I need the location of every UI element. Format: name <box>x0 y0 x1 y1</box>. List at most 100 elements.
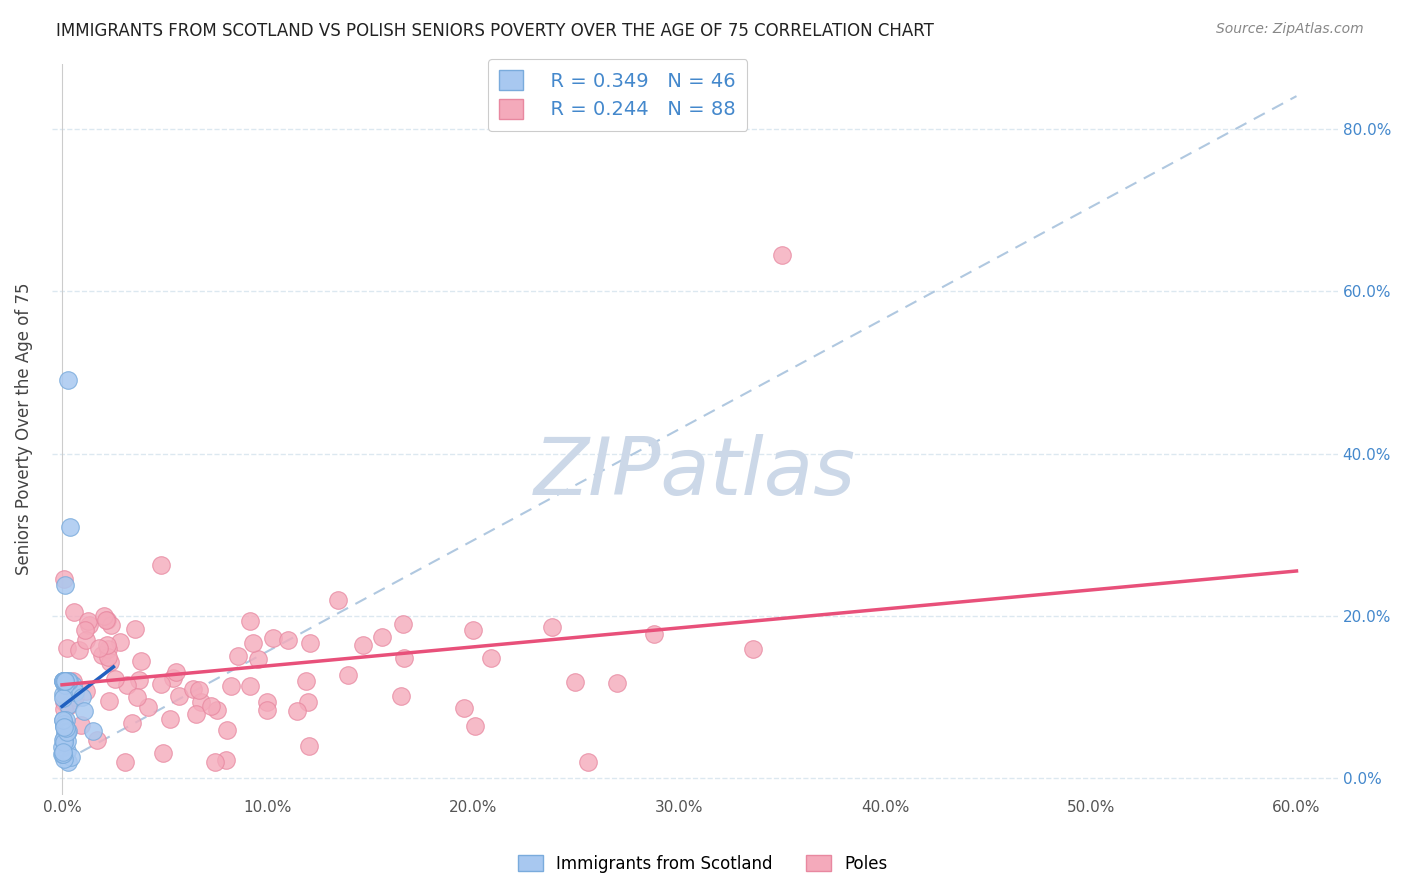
Point <box>150 558 173 572</box>
Point <box>219 679 242 693</box>
Point <box>114 755 136 769</box>
Point <box>96 613 118 627</box>
Point <box>125 690 148 704</box>
Point <box>53 573 76 587</box>
Point <box>246 651 269 665</box>
Point <box>262 631 284 645</box>
Point <box>70 690 93 704</box>
Point <box>97 650 120 665</box>
Point <box>53 724 76 739</box>
Point <box>56 755 79 769</box>
Point <box>55 720 77 734</box>
Point <box>181 681 204 696</box>
Point <box>53 673 76 688</box>
Legend:   R = 0.349   N = 46,   R = 0.244   N = 88: R = 0.349 N = 46, R = 0.244 N = 88 <box>488 59 748 131</box>
Point <box>371 630 394 644</box>
Point <box>352 638 374 652</box>
Point <box>52 713 75 727</box>
Point <box>326 593 349 607</box>
Point <box>63 690 86 704</box>
Point <box>162 671 184 685</box>
Point <box>52 720 75 734</box>
Point <box>129 654 152 668</box>
Point <box>82 724 104 739</box>
Point <box>184 707 207 722</box>
Point <box>159 712 181 726</box>
Point <box>53 695 76 709</box>
Point <box>205 703 228 717</box>
Point <box>152 747 174 761</box>
Point <box>285 704 308 718</box>
Y-axis label: Seniors Poverty Over the Age of 75: Seniors Poverty Over the Age of 75 <box>15 283 32 575</box>
Point <box>51 747 73 762</box>
Point <box>52 673 75 688</box>
Point <box>56 698 79 712</box>
Point <box>62 678 84 692</box>
Point <box>242 636 264 650</box>
Point <box>60 749 83 764</box>
Point <box>59 519 82 533</box>
Point <box>52 673 75 688</box>
Point <box>53 673 76 688</box>
Point <box>56 640 79 655</box>
Point <box>58 723 80 738</box>
Point <box>73 704 96 718</box>
Point <box>200 698 222 713</box>
Point <box>97 694 120 708</box>
Point <box>96 613 118 627</box>
Point <box>53 578 76 592</box>
Point <box>770 247 793 261</box>
Point <box>239 614 262 628</box>
Point <box>87 640 110 655</box>
Text: ZIPatlas: ZIPatlas <box>534 434 856 512</box>
Point <box>56 734 79 748</box>
Point <box>52 717 75 731</box>
Point <box>187 682 209 697</box>
Point <box>51 739 73 754</box>
Point <box>150 677 173 691</box>
Point <box>63 683 86 698</box>
Point <box>52 691 75 706</box>
Point <box>53 752 76 766</box>
Point <box>238 679 260 693</box>
Point <box>52 735 75 749</box>
Point <box>643 626 665 640</box>
Point <box>52 734 75 748</box>
Point <box>58 673 80 688</box>
Point <box>52 688 75 702</box>
Point <box>62 605 84 619</box>
Point <box>226 648 249 663</box>
Point <box>104 672 127 686</box>
Point <box>214 753 236 767</box>
Point <box>55 722 77 736</box>
Point <box>479 650 502 665</box>
Point <box>58 373 80 387</box>
Point <box>86 732 108 747</box>
Point <box>463 623 485 637</box>
Point <box>256 703 278 717</box>
Point <box>96 638 118 652</box>
Point <box>215 723 238 737</box>
Point <box>100 618 122 632</box>
Point <box>52 673 75 688</box>
Point <box>73 623 96 637</box>
Point <box>52 732 75 747</box>
Point <box>606 676 628 690</box>
Point <box>55 713 77 727</box>
Point <box>453 700 475 714</box>
Point <box>69 718 91 732</box>
Point <box>53 678 76 692</box>
Point <box>52 731 75 746</box>
Point <box>76 614 98 628</box>
Point <box>56 673 79 688</box>
Point <box>298 635 321 649</box>
Point <box>110 635 132 649</box>
Point <box>115 678 138 692</box>
Point <box>294 674 316 689</box>
Text: Source: ZipAtlas.com: Source: ZipAtlas.com <box>1216 22 1364 37</box>
Point <box>277 633 299 648</box>
Point <box>204 755 226 769</box>
Point <box>53 673 76 688</box>
Point <box>298 739 321 753</box>
Point <box>124 622 146 636</box>
